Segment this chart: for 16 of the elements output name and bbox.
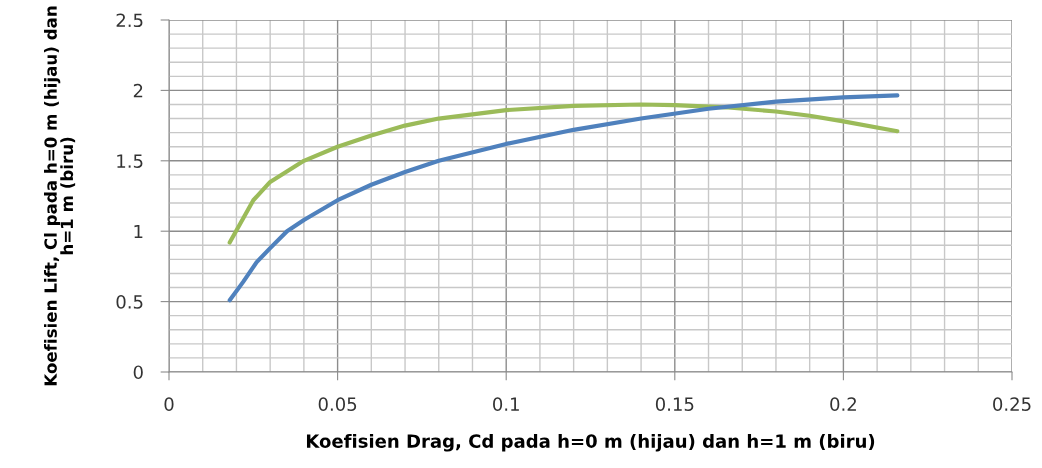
x-tick-label: 0.05	[318, 397, 357, 411]
x-tick-label: 0.2	[830, 397, 856, 411]
y-tick-label: 1.5	[117, 154, 143, 168]
line-series	[227, 93, 900, 303]
x-tick-label: 0.25	[993, 397, 1031, 411]
x-tick-label: 0	[164, 397, 174, 411]
line-series	[227, 102, 900, 245]
y-tick-label: 2.5	[116, 13, 143, 28]
x-tick-label: 0.1	[493, 397, 519, 411]
y-tick-label: 0.5	[116, 295, 143, 309]
y-tick-label: 1	[134, 224, 143, 239]
x-axis-title: Koefisien Drag, Cd pada h=0 m (hijau) dan h=1 m (biru)	[306, 433, 875, 452]
y-tick-label: 2	[133, 83, 143, 98]
y-tick-label: 0	[133, 365, 143, 380]
x-tick-label: 0.15	[655, 397, 694, 411]
y-axis-title: Koefisien Lift, Cl pada h=0 m (hijau) dan h=1 m (biru)	[44, 6, 76, 386]
